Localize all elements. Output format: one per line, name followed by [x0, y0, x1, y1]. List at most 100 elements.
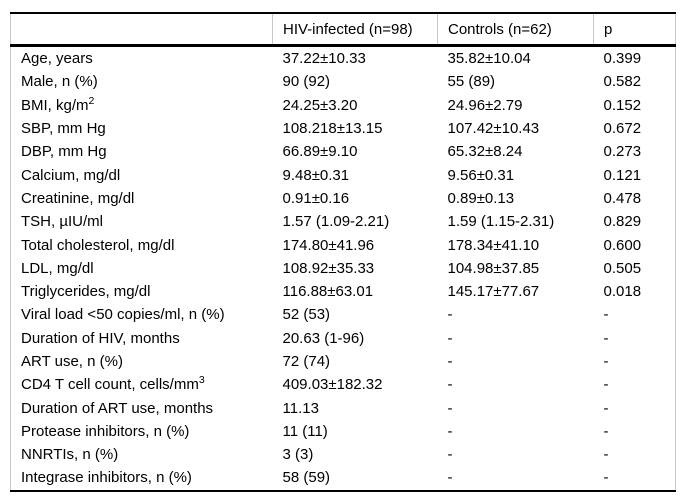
cell-controls: 55 (89) [447, 73, 496, 91]
row-label: CD4 T cell count, cells/mm3 [10, 373, 273, 397]
cell-hiv: 24.25±3.20 [282, 96, 358, 114]
clinical-characteristics-table: HIV-infected (n=98) Controls (n=62) p Ag… [10, 12, 676, 492]
cell-controls: - [447, 422, 453, 440]
cell-controls: 107.42±10.43 [447, 120, 540, 138]
row-label: Calcium, mg/dl [10, 163, 273, 187]
row-label: Creatinine, mg/dl [10, 186, 273, 211]
table-row: DBP, mm Hg 66.89±9.10 65.32±8.24 0.273 [10, 140, 676, 164]
table-body: Age, years 37.22±10.33 35.82±10.04 0.399… [10, 45, 676, 492]
row-label: Total cholesterol, mg/dl [10, 233, 273, 257]
row-label: NNRTIs, n (%) [10, 443, 273, 467]
cell-controls: 24.96±2.79 [447, 96, 523, 114]
row-label: Duration of ART use, months [10, 396, 273, 420]
cell-hiv: 66.89±9.10 [282, 143, 358, 161]
cell-hiv: 409.03±182.32 [282, 376, 383, 394]
row-label: TSH, µIU/ml [10, 210, 273, 234]
row-label: Triglycerides, mg/dl [10, 279, 273, 304]
table-row: TSH, µIU/ml 1.57 (1.09-2.21) 1.59 (1.15-… [10, 210, 676, 234]
table-row: BMI, kg/m2 24.25±3.20 24.96±2.79 0.152 [10, 93, 676, 117]
cell-p: 0.399 [593, 45, 676, 71]
table-row: Calcium, mg/dl 9.48±0.31 9.56±0.31 0.121 [10, 163, 676, 187]
cell-p: - [593, 373, 676, 397]
table-row: Male, n (%) 90 (92) 55 (89) 0.582 [10, 70, 676, 94]
cell-hiv: 174.80±41.96 [282, 236, 375, 254]
table-row: Age, years 37.22±10.33 35.82±10.04 0.399 [10, 45, 676, 71]
cell-hiv: 1.57 (1.09-2.21) [282, 213, 390, 231]
row-label: DBP, mm Hg [10, 140, 273, 164]
row-label: ART use, n (%) [10, 349, 273, 374]
cell-controls: 104.98±37.85 [447, 259, 540, 277]
cell-p: - [593, 349, 676, 374]
table-row: Creatinine, mg/dl 0.91±0.16 0.89±0.13 0.… [10, 186, 676, 211]
table-row: Protease inhibitors, n (%) 11 (11) - - [10, 419, 676, 444]
column-header-p: p [593, 12, 676, 47]
cell-p: - [593, 419, 676, 444]
cell-controls: 9.56±0.31 [447, 166, 515, 184]
cell-p: 0.582 [593, 70, 676, 94]
cell-controls: - [447, 353, 453, 370]
cell-hiv: 3 (3) [282, 446, 314, 464]
table-row: CD4 T cell count, cells/mm3 409.03±182.3… [10, 373, 676, 397]
row-label: Duration of HIV, months [10, 326, 273, 350]
cell-controls: 178.34±41.10 [447, 236, 540, 254]
cell-hiv: 108.218±13.15 [282, 120, 383, 138]
cell-p: 0.829 [593, 210, 676, 234]
cell-hiv: 20.63 (1-96) [282, 329, 365, 347]
cell-p: - [593, 396, 676, 420]
cell-hiv: 11.13 [282, 399, 319, 417]
cell-p: - [593, 303, 676, 327]
column-header-controls: Controls (n=62) [437, 12, 594, 47]
table-row: Duration of ART use, months 11.13 - - [10, 396, 676, 420]
table-row: ART use, n (%) 72 (74) - - [10, 349, 676, 374]
cell-p: 0.152 [593, 93, 676, 117]
cell-controls: 0.89±0.13 [447, 189, 515, 207]
table-row: Viral load <50 copies/ml, n (%) 52 (53) … [10, 303, 676, 327]
cell-hiv: 11 (11) [282, 422, 328, 440]
row-label: Viral load <50 copies/ml, n (%) [10, 303, 273, 327]
cell-hiv: 37.22±10.33 [282, 50, 366, 68]
table-row: SBP, mm Hg 108.218±13.15 107.42±10.43 0.… [10, 116, 676, 141]
cell-controls: - [447, 446, 453, 464]
cell-p: 0.273 [593, 140, 676, 164]
cell-hiv: 116.88±63.01 [282, 283, 374, 301]
column-header-empty [10, 12, 273, 47]
cell-p: 0.600 [593, 233, 676, 257]
cell-p: 0.505 [593, 256, 676, 280]
row-label: SBP, mm Hg [10, 116, 273, 141]
cell-p: 0.672 [593, 116, 676, 141]
cell-p: 0.018 [593, 279, 676, 304]
table-row: Integrase inhibitors, n (%) 58 (59) - - [10, 466, 676, 492]
cell-p: - [593, 326, 676, 350]
comparison-table: HIV-infected (n=98) Controls (n=62) p Ag… [10, 12, 676, 492]
row-label: BMI, kg/m2 [10, 93, 273, 117]
table-row: Duration of HIV, months 20.63 (1-96) - - [10, 326, 676, 350]
cell-p: - [593, 466, 676, 492]
cell-p: 0.121 [593, 163, 676, 187]
column-header-hiv: HIV-infected (n=98) [272, 12, 438, 47]
cell-controls: - [447, 329, 453, 347]
cell-hiv: 58 (59) [272, 466, 438, 492]
cell-controls: - [437, 466, 594, 492]
table-row: NNRTIs, n (%) 3 (3) - - [10, 443, 676, 467]
cell-controls: 65.32±8.24 [447, 143, 523, 161]
cell-controls: 1.59 (1.15-2.31) [447, 213, 555, 231]
row-label: Integrase inhibitors, n (%) [10, 466, 273, 492]
cell-controls: - [447, 376, 453, 394]
row-label: Male, n (%) [10, 70, 273, 94]
cell-hiv: 108.92±35.33 [282, 259, 375, 277]
cell-controls: 145.17±77.67 [447, 283, 540, 301]
row-label: Age, years [10, 45, 273, 71]
table-row: Triglycerides, mg/dl 116.88±63.01 145.17… [10, 279, 676, 304]
cell-controls: - [447, 399, 453, 417]
table-header: HIV-infected (n=98) Controls (n=62) p [10, 12, 676, 47]
cell-controls: - [447, 306, 453, 324]
cell-p: 0.478 [593, 186, 676, 211]
row-label: Protease inhibitors, n (%) [10, 419, 273, 444]
cell-hiv: 0.91±0.16 [282, 189, 350, 207]
cell-controls: 35.82±10.04 [447, 50, 531, 68]
header-row: HIV-infected (n=98) Controls (n=62) p [10, 12, 676, 47]
row-label: LDL, mg/dl [10, 256, 273, 280]
table-row: Total cholesterol, mg/dl 174.80±41.96 17… [10, 233, 676, 257]
cell-hiv: 9.48±0.31 [282, 166, 350, 184]
cell-hiv: 52 (53) [282, 306, 331, 324]
